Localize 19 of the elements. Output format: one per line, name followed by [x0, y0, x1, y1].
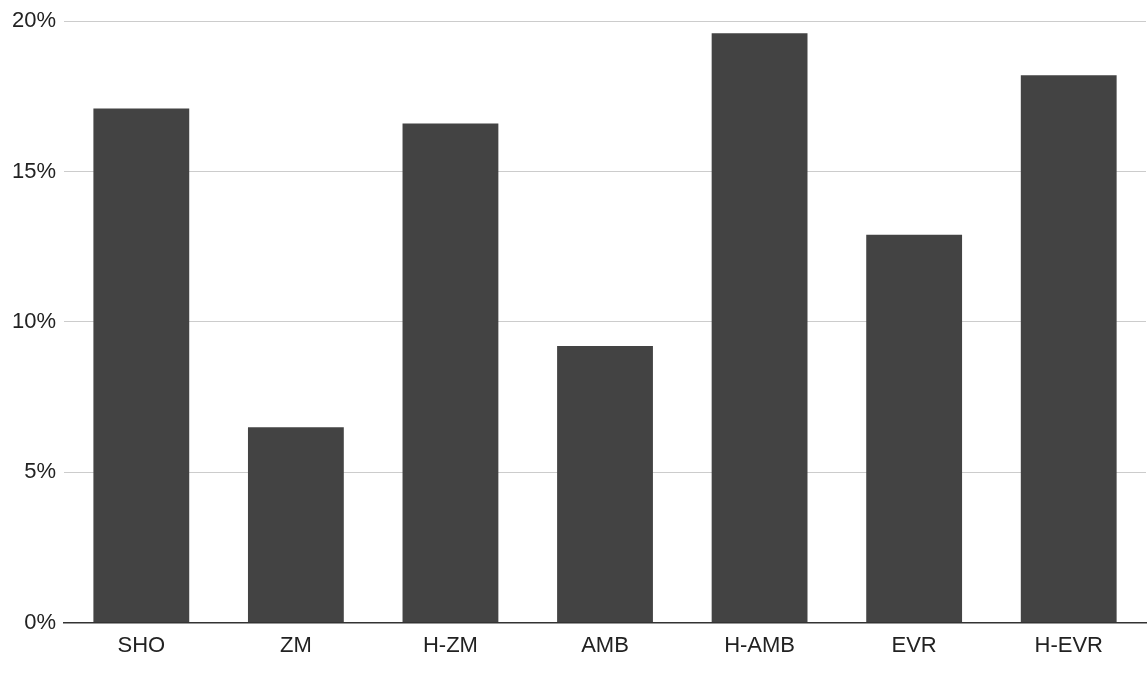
- y-tick-label: 5%: [24, 458, 57, 484]
- bar: [247, 427, 344, 623]
- x-tick-label: H-AMB: [724, 631, 796, 657]
- bar: [402, 123, 499, 623]
- y-tick-label: 15%: [11, 157, 57, 183]
- x-tick-label: H-EVR: [1034, 631, 1103, 657]
- x-tick-label: H-ZM: [422, 631, 478, 657]
- bar: [93, 108, 190, 623]
- y-tick-label: 20%: [11, 7, 57, 33]
- y-tick-label: 10%: [11, 307, 57, 333]
- bar: [711, 33, 808, 623]
- bar: [1020, 75, 1117, 623]
- bar: [557, 345, 653, 623]
- y-tick-label: 0%: [24, 608, 57, 634]
- x-tick-label: SHO: [117, 631, 166, 657]
- bar: [866, 234, 963, 623]
- x-tick-label: EVR: [891, 631, 937, 657]
- x-tick-label: ZM: [280, 631, 312, 657]
- x-tick-label: AMB: [581, 631, 629, 657]
